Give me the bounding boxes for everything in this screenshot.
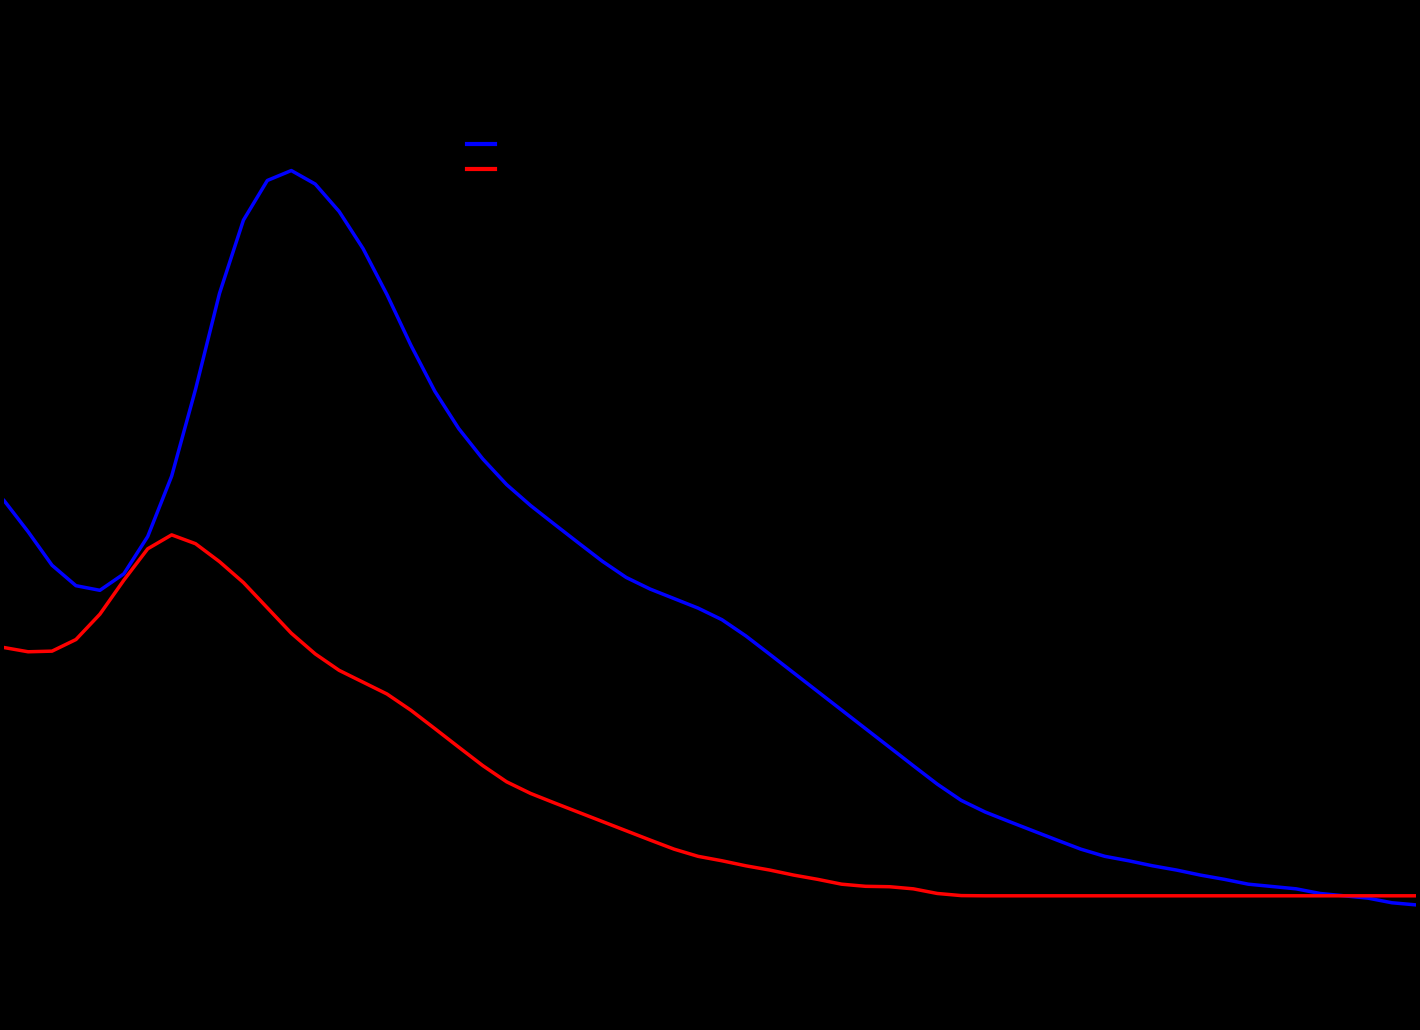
Legend: , : , (463, 134, 503, 181)
